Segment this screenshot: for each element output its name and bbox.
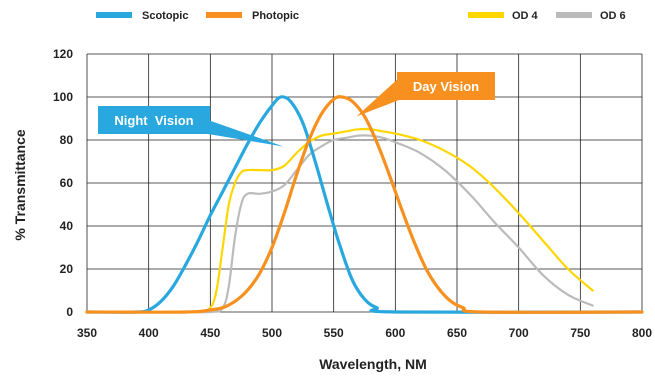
callout-day-vision: Day Vision [356,72,495,117]
y-tick-label: 60 [60,176,74,190]
series-line-od-4 [85,127,594,314]
x-tick-label: 450 [200,326,220,340]
x-tick-label: 700 [509,326,529,340]
series-line-od-6 [85,134,594,314]
legend-label-scotopic: Scotopic [142,10,188,22]
y-tick-label: 40 [60,219,74,233]
x-tick-label: 500 [262,326,282,340]
legend-swatch-photopic [206,12,242,18]
x-tick-label: 750 [570,326,590,340]
series-lines [85,95,644,314]
y-tick-label: 0 [66,305,73,319]
y-tick-label: 80 [60,133,74,147]
series-line-scotopic [85,95,644,314]
x-tick-label: 550 [324,326,344,340]
y-tick-labels: 0 20 40 60 80 100 120 [53,47,73,319]
y-tick-label: 120 [53,47,73,61]
callout-day-vision-label: Day Vision [413,79,479,94]
y-axis-title: % Transmittance [12,129,28,240]
legend-swatch-od4 [468,12,504,18]
grid [86,53,643,313]
x-tick-labels: 350 400 450 500 550 600 650 700 750 800 [77,326,652,340]
x-tick-label: 350 [77,326,97,340]
series-line-photopic [85,95,644,314]
y-tick-label: 100 [53,90,73,104]
x-tick-label: 650 [447,326,467,340]
callout-night-vision: Night Vision [98,106,284,147]
callout-night-vision-label: Night Vision [114,113,193,128]
legend-label-od6: OD 6 [600,10,626,22]
legend-swatch-od6 [556,12,592,18]
x-tick-label: 400 [139,326,159,340]
y-tick-label: 20 [60,262,74,276]
x-tick-label: 600 [385,326,405,340]
x-tick-label: 800 [632,326,652,340]
legend: Scotopic Photopic OD 4 OD 6 [96,10,626,22]
legend-swatch-scotopic [96,12,132,18]
legend-label-photopic: Photopic [252,10,299,22]
x-axis-title: Wavelength, NM [319,356,427,372]
callouts: Night Vision Day Vision [98,72,495,147]
legend-label-od4: OD 4 [512,10,539,22]
